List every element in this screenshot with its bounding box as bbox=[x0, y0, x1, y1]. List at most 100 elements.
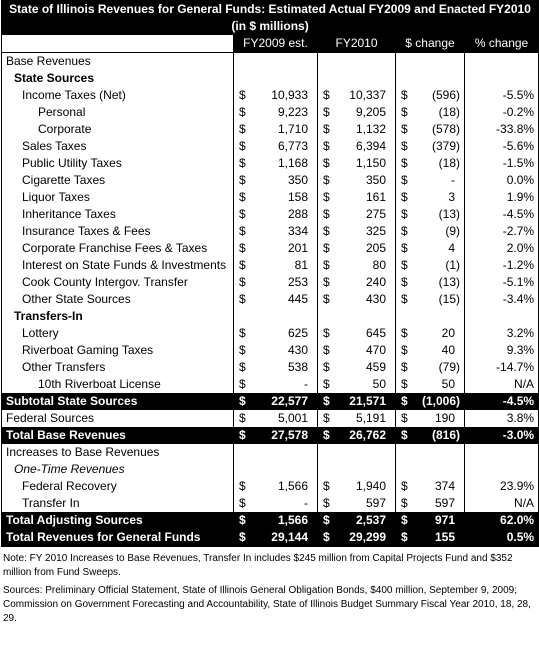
amount: (816) bbox=[431, 428, 460, 442]
row-label: 10th Riverboat License bbox=[1, 376, 234, 393]
amount: 275 bbox=[365, 207, 386, 221]
currency-sign: $ bbox=[401, 326, 408, 340]
percent-change: -4.5% bbox=[502, 394, 535, 408]
table-row: 10th Riverboat License $ - $50 $50 N/A bbox=[1, 376, 539, 393]
amount: 40 bbox=[441, 343, 455, 357]
value-cell: $2,537 bbox=[317, 512, 396, 529]
currency-sign: $ bbox=[401, 496, 408, 510]
percent-cell: -5.6% bbox=[463, 138, 539, 155]
percent-cell bbox=[463, 70, 539, 87]
percent-change: -33.8% bbox=[496, 122, 535, 136]
value-cell: $430 bbox=[317, 291, 396, 308]
currency-sign: $ bbox=[239, 394, 246, 408]
table-row: Sales Taxes $6,773 $6,394 $ (379) -5.6% bbox=[1, 138, 539, 155]
amount: (79) bbox=[438, 360, 460, 374]
currency-sign: $ bbox=[323, 513, 330, 527]
value-cell: $275 bbox=[317, 206, 396, 223]
row-label: Base Revenues bbox=[1, 52, 234, 70]
value-cell: $205 bbox=[317, 240, 396, 257]
amount: 50 bbox=[372, 377, 386, 391]
value-cell bbox=[233, 52, 318, 70]
value-cell: $ (13) bbox=[395, 206, 465, 223]
amount: 325 bbox=[365, 224, 386, 238]
currency-sign: $ bbox=[401, 343, 408, 357]
value-cell: $538 bbox=[233, 359, 318, 376]
amount: (13) bbox=[438, 275, 460, 289]
row-label: Other Transfers bbox=[1, 359, 234, 376]
amount: 2,537 bbox=[355, 513, 386, 527]
amount: 253 bbox=[287, 275, 308, 289]
value-cell: $ (79) bbox=[395, 359, 465, 376]
amount: 445 bbox=[287, 292, 308, 306]
amount: 645 bbox=[365, 326, 386, 340]
currency-sign: $ bbox=[239, 156, 246, 170]
amount: 6,394 bbox=[355, 139, 386, 153]
percent-cell: 3.8% bbox=[463, 410, 539, 427]
value-cell: $161 bbox=[317, 189, 396, 206]
value-cell: $350 bbox=[317, 172, 396, 189]
amount: 155 bbox=[434, 530, 455, 544]
value-cell bbox=[395, 70, 465, 87]
currency-sign: $ bbox=[239, 88, 246, 102]
value-cell: $ (596) bbox=[395, 87, 465, 104]
title-row: State of Illinois Revenues for General F… bbox=[0, 0, 539, 18]
amount: 1,150 bbox=[355, 156, 386, 170]
value-cell: $ (18) bbox=[395, 104, 465, 121]
column-header: FY2009 est. bbox=[233, 34, 318, 53]
currency-sign: $ bbox=[323, 275, 330, 289]
row-label: Federal Sources bbox=[1, 410, 234, 427]
row-label: Federal Recovery bbox=[1, 478, 234, 495]
percent-cell: -2.7% bbox=[463, 223, 539, 240]
percent-cell: -3.0% bbox=[463, 427, 539, 444]
amount: 26,762 bbox=[349, 428, 386, 442]
row-label: Liquor Taxes bbox=[1, 189, 234, 206]
amount: 374 bbox=[434, 479, 455, 493]
amount: 29,144 bbox=[271, 530, 308, 544]
percent-change: -2.7% bbox=[502, 224, 535, 238]
amount: 161 bbox=[365, 190, 386, 204]
table-row: Insurance Taxes & Fees $334 $325 $ (9) -2.7% bbox=[1, 223, 539, 240]
value-cell bbox=[233, 308, 318, 325]
value-cell: $ (18) bbox=[395, 155, 465, 172]
amount: 201 bbox=[287, 241, 308, 255]
amount: 6,773 bbox=[277, 139, 308, 153]
percent-cell: -14.7% bbox=[463, 359, 539, 376]
currency-sign: $ bbox=[323, 479, 330, 493]
currency-sign: $ bbox=[401, 428, 408, 442]
currency-sign: $ bbox=[239, 360, 246, 374]
amount: 350 bbox=[287, 173, 308, 187]
percent-cell bbox=[463, 461, 539, 478]
amount: (1) bbox=[445, 258, 460, 272]
amount: 9,223 bbox=[277, 105, 308, 119]
value-cell: $ - bbox=[395, 172, 465, 189]
currency-sign: $ bbox=[323, 411, 330, 425]
percent-cell: 0.5% bbox=[463, 529, 539, 547]
table-row: Transfers-In bbox=[1, 308, 539, 325]
value-cell: $81 bbox=[233, 257, 318, 274]
value-cell: $1,132 bbox=[317, 121, 396, 138]
table-row: Riverboat Gaming Taxes $430 $470 $40 9.3% bbox=[1, 342, 539, 359]
table-row: Total Revenues for General Funds $29,144 $… bbox=[1, 529, 539, 547]
amount: 5,191 bbox=[355, 411, 386, 425]
table-row: Inheritance Taxes $288 $275 $ (13) -4.5% bbox=[1, 206, 539, 223]
percent-change: -3.4% bbox=[502, 292, 535, 306]
amount: 334 bbox=[287, 224, 308, 238]
table-row: Increases to Base Revenues bbox=[1, 444, 539, 461]
currency-sign: $ bbox=[401, 360, 408, 374]
currency-sign: $ bbox=[401, 241, 408, 255]
percent-cell: -0.2% bbox=[463, 104, 539, 121]
amount: 470 bbox=[365, 343, 386, 357]
percent-change: 3.8% bbox=[506, 411, 535, 425]
document: State of Illinois Revenues for General F… bbox=[0, 0, 539, 626]
currency-sign: $ bbox=[323, 156, 330, 170]
currency-sign: $ bbox=[401, 411, 408, 425]
table-row: Federal Sources $5,001 $5,191 $190 3.8% bbox=[1, 410, 539, 427]
amount: 21,571 bbox=[349, 394, 386, 408]
currency-sign: $ bbox=[239, 207, 246, 221]
percent-cell: -1.5% bbox=[463, 155, 539, 172]
notes: Note: FY 2010 Increases to Base Revenues… bbox=[1, 547, 538, 626]
amount: 1,940 bbox=[355, 479, 386, 493]
amount: 971 bbox=[434, 513, 455, 527]
value-cell: $158 bbox=[233, 189, 318, 206]
percent-cell: -1.2% bbox=[463, 257, 539, 274]
